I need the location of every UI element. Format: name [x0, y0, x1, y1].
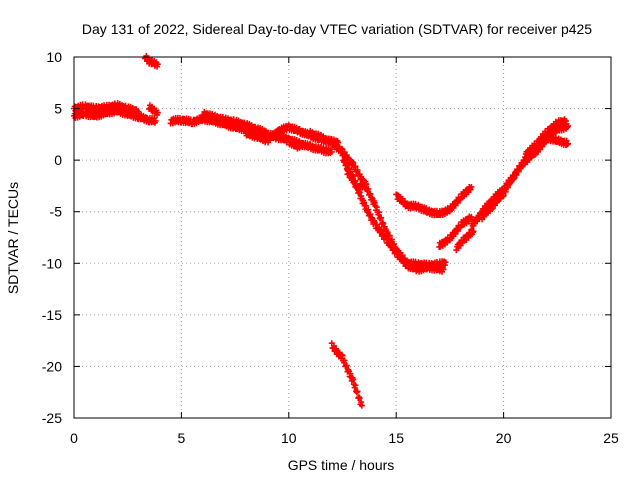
y-tick-label: -15 — [42, 307, 62, 323]
data-point — [341, 357, 348, 364]
data-point — [500, 192, 507, 199]
data-point — [356, 395, 363, 402]
data-point — [440, 266, 447, 273]
series-track-s — [543, 132, 572, 149]
x-tick-label: 15 — [388, 430, 404, 446]
data-point — [349, 174, 356, 181]
data-point — [454, 199, 461, 206]
data-point — [468, 226, 475, 233]
series-track-q — [479, 135, 550, 223]
data-point — [562, 117, 569, 124]
data-point — [401, 257, 408, 264]
data-point — [264, 130, 271, 137]
x-tick-label: 10 — [281, 430, 297, 446]
x-tick-label: 25 — [603, 430, 619, 446]
data-point — [152, 117, 159, 124]
data-point — [565, 123, 572, 130]
data-point — [328, 148, 335, 155]
series-track-h — [275, 129, 303, 152]
data-point — [354, 166, 361, 173]
data-point — [343, 362, 350, 369]
series-track-l — [328, 340, 365, 409]
y-tick-label: -20 — [42, 358, 62, 374]
y-tick-label: 10 — [46, 49, 62, 65]
y-tick-label: -5 — [50, 204, 63, 220]
series-track-k — [343, 165, 370, 194]
data-point — [352, 382, 359, 389]
x-axis-label: GPS time / hours — [288, 457, 395, 473]
data-point — [351, 177, 358, 184]
data-point — [454, 228, 461, 235]
data-point — [365, 206, 372, 213]
data-point — [339, 352, 346, 359]
data-point — [513, 171, 520, 178]
series-track-o — [453, 227, 477, 254]
x-tick-label: 20 — [496, 430, 512, 446]
data-point — [378, 214, 385, 221]
data-point — [135, 108, 142, 115]
plot-frame — [73, 56, 612, 419]
data-point — [442, 259, 449, 266]
data-point — [354, 388, 361, 395]
data-point — [492, 202, 499, 209]
data-point — [363, 180, 370, 187]
data-point — [341, 156, 348, 163]
axis-ticks: 0 5 10 15 20 25 -25 -20 -15 -10 -5 0 5 10 — [42, 49, 619, 446]
y-axis-label: SDTVAR / TECUs — [5, 182, 21, 294]
data-point — [468, 213, 475, 220]
data-point — [378, 227, 385, 234]
data-point — [296, 144, 303, 151]
data-point — [352, 163, 359, 170]
x-tick-label: 0 — [70, 430, 78, 446]
chart-title: Day 131 of 2022, Sidereal Day-to-day VTE… — [82, 21, 592, 37]
data-points — [71, 52, 572, 409]
data-point — [565, 140, 572, 147]
data-point — [154, 109, 161, 116]
y-tick-label: 5 — [54, 101, 62, 117]
x-tick-label: 5 — [178, 430, 186, 446]
data-point — [476, 215, 483, 222]
series-track-m — [393, 183, 475, 219]
data-point — [367, 211, 374, 218]
y-tick-label: -10 — [42, 255, 62, 271]
data-point — [515, 168, 522, 175]
data-point — [341, 149, 348, 156]
y-tick-label: -25 — [42, 410, 62, 426]
series-track-d — [146, 102, 161, 118]
data-point — [365, 185, 372, 192]
data-point — [504, 184, 511, 191]
data-point — [330, 342, 337, 349]
series-track-j — [339, 152, 447, 275]
data-point — [376, 209, 383, 216]
series-track-f — [199, 108, 271, 139]
data-point — [367, 190, 374, 197]
data-point — [376, 224, 383, 231]
y-tick-label: 0 — [54, 152, 62, 168]
series-track-c — [141, 52, 161, 70]
series-track-n — [436, 213, 475, 250]
data-point — [502, 188, 509, 195]
data-point — [380, 220, 387, 227]
data-point — [468, 183, 475, 190]
data-point — [386, 232, 393, 239]
data-point — [154, 61, 161, 68]
data-point — [358, 402, 365, 409]
data-point — [388, 241, 395, 248]
